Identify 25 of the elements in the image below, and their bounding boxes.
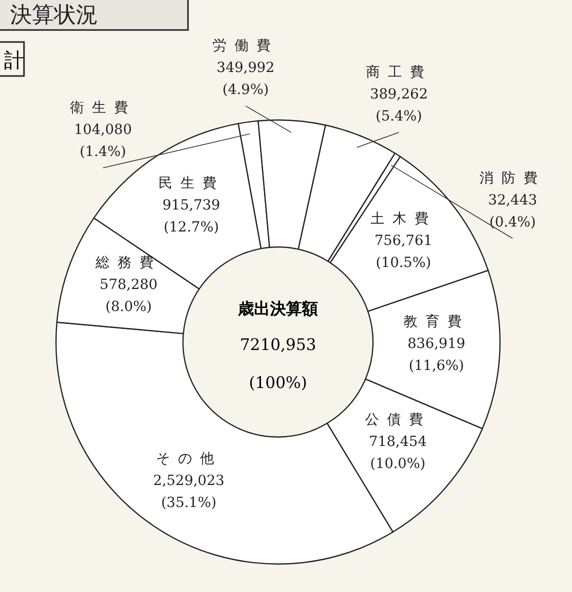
slice-label: 衛生費	[70, 100, 136, 116]
data-label: 2,529,023 (35.1%)	[153, 472, 224, 511]
slice-label: 消防費	[480, 170, 546, 186]
data-label: 915,739 (12.7%)	[162, 197, 220, 236]
data-label: 389,262 (5.4%)	[370, 86, 428, 124]
chart-title: 決算状況	[10, 3, 98, 28]
slice-label: 労働費	[212, 38, 279, 54]
slice-label: 総務費	[94, 255, 162, 271]
text: 歳出決算額	[237, 299, 318, 318]
slice-label: 商工費	[366, 64, 432, 80]
slice-label: 土木費	[370, 211, 436, 228]
slice-label: 民生費	[158, 175, 224, 192]
slice-label: 教育費	[403, 312, 470, 330]
data-label: 32,443 (0.4%)	[488, 192, 538, 230]
data-label: 578,280 (8.0%)	[100, 277, 158, 315]
data-label: 104,080 (1.4%)	[74, 122, 132, 160]
text: 計	[4, 48, 24, 72]
data-label: 349,992 (4.9%)	[216, 60, 275, 98]
text: (100%)	[248, 373, 308, 392]
data-label: 718,454 (10.0%)	[368, 434, 427, 472]
text: 7210,953	[240, 335, 316, 354]
slice-label: その他	[156, 450, 222, 467]
slice-label: 公債費	[364, 412, 431, 428]
data-label: 756,761 (10.5%)	[374, 233, 432, 272]
data-label: 836,919 (11,6%)	[407, 336, 466, 374]
